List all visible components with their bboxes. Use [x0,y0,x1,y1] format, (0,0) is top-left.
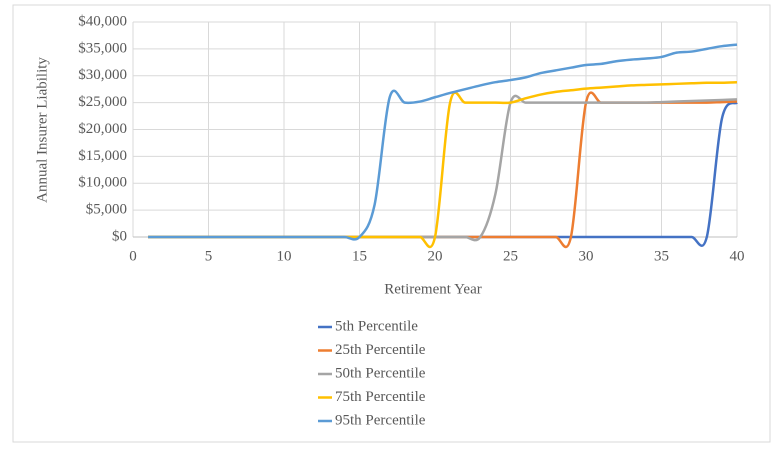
x-tick-label: 25 [503,248,518,264]
x-tick-label: 35 [654,248,669,264]
y-tick-label: $10,000 [78,175,127,191]
y-tick-label: $0 [112,228,127,244]
y-tick-label: $25,000 [78,94,127,110]
x-axis-title: Retirement Year [384,281,481,297]
y-tick-label: $40,000 [78,13,127,29]
y-tick-label: $20,000 [78,121,127,137]
y-tick-label: $5,000 [86,202,127,218]
y-tick-label: $30,000 [78,67,127,83]
legend-label: 25th Percentile [335,342,426,358]
x-tick-label: 15 [352,248,367,264]
x-tick-label: 0 [129,248,137,264]
legend-label: 5th Percentile [335,318,418,334]
legend-label: 95th Percentile [335,412,426,428]
y-tick-label: $15,000 [78,148,127,164]
x-tick-label: 30 [579,248,594,264]
chart-border [12,4,771,443]
x-tick-label: 10 [277,248,292,264]
y-axis-title: Annual Insurer Liability [34,57,50,203]
legend-label: 75th Percentile [335,389,426,405]
series-line [148,43,738,241]
y-tick-label: $35,000 [78,40,127,56]
x-tick-label: 40 [730,248,745,264]
x-tick-label: 20 [428,248,443,264]
legend-label: 50th Percentile [335,365,426,381]
x-tick-label: 5 [205,248,213,264]
